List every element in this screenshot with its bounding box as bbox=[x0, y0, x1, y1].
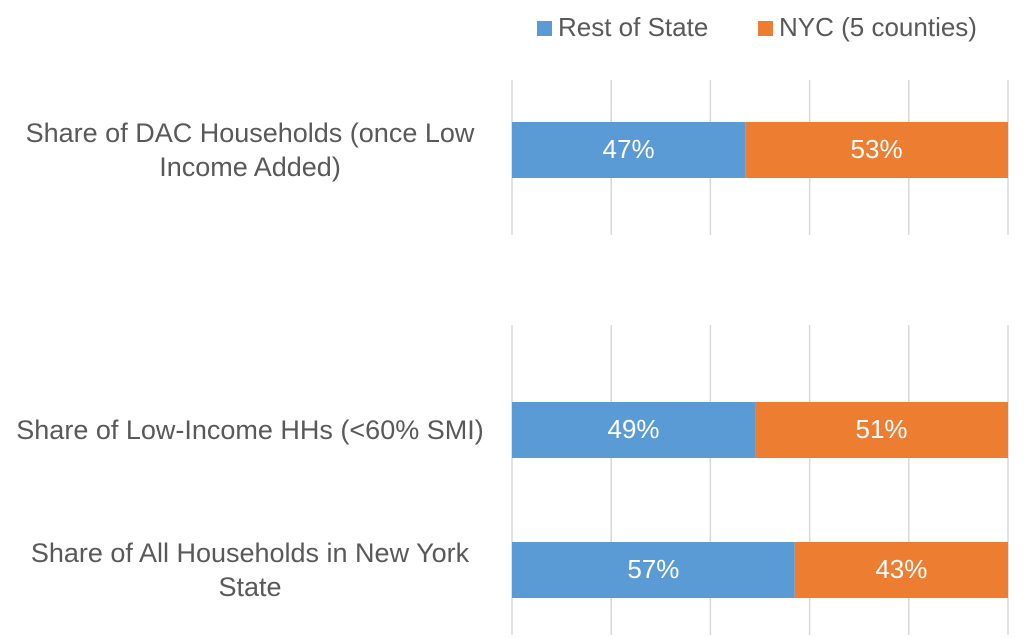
category-label: Share of DAC Households (once Low Income… bbox=[25, 118, 475, 182]
category-label: Share of All Households in New York Stat… bbox=[30, 538, 470, 602]
data-label: 53% bbox=[851, 134, 903, 164]
bar-segment bbox=[794, 542, 1008, 598]
data-label: 51% bbox=[855, 414, 907, 444]
bar-segment bbox=[512, 542, 795, 598]
legend-swatch bbox=[758, 21, 773, 36]
bar-segment bbox=[512, 122, 746, 178]
data-label: 47% bbox=[603, 134, 655, 164]
legend-label: NYC (5 counties) bbox=[779, 12, 977, 42]
legend-swatch bbox=[537, 21, 552, 36]
bar-segment bbox=[755, 402, 1008, 458]
data-label: 57% bbox=[627, 554, 679, 584]
bar-segment bbox=[512, 402, 756, 458]
data-label: 43% bbox=[875, 554, 927, 584]
legend-label: Rest of State bbox=[558, 12, 708, 42]
bar-segment bbox=[745, 122, 1008, 178]
data-label: 49% bbox=[607, 414, 659, 444]
category-label: Share of Low-Income HHs (<60% SMI) bbox=[16, 415, 484, 445]
